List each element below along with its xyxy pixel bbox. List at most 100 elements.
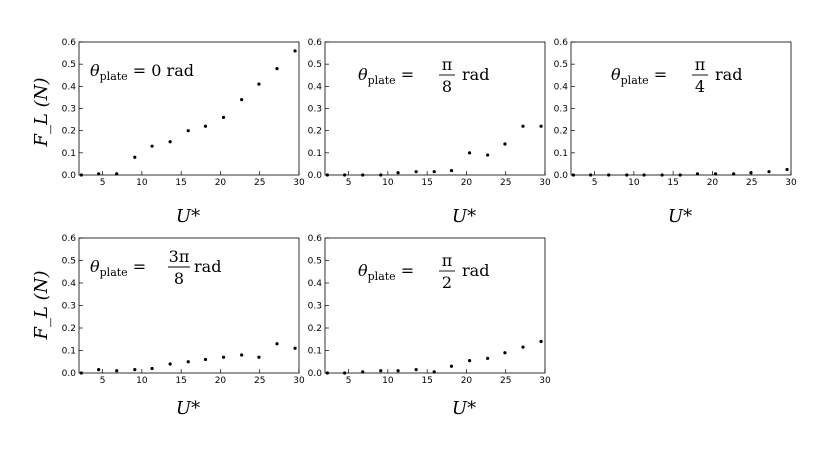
x-tick-label: 20: [461, 376, 473, 386]
x-tick-label: 25: [500, 376, 511, 386]
panel-4: 5 10 15 20 25 30 0.0 0.1 0.2 0.3 0.4 0.5 0.6 θplate …: [62, 234, 305, 386]
x-tick-label: 20: [215, 178, 227, 188]
y-tick-label: 0.5: [308, 60, 322, 70]
data-point: [361, 173, 365, 177]
svg-text:8: 8: [174, 269, 184, 288]
x-axis-label-4: U*: [176, 398, 200, 419]
panel-title: θplate = π 4 rad: [611, 55, 742, 96]
y-tick-label: 0.6: [62, 38, 77, 48]
panel-title: θplate = 3π 8 rad: [90, 247, 221, 288]
panel-1: 5 10 15 20 25 30 0.0 0.1 0.2 0.3 0.4 0.5 0.6 θplate …: [62, 38, 305, 188]
x-tick-label: 5: [346, 376, 352, 386]
x-tick-label: 10: [628, 178, 640, 188]
y-axis-label-bottom: F_L (N): [31, 271, 52, 341]
svg-text:θplate =: θplate =: [358, 261, 414, 283]
x-tick-label: 5: [592, 178, 598, 188]
data-point: [571, 173, 575, 177]
y-tick-label: 0.4: [62, 279, 77, 289]
data-point: [150, 366, 154, 371]
data-point: [115, 172, 119, 176]
data-point: [325, 173, 329, 177]
x-tick-label: 30: [293, 178, 305, 188]
svg-text:π: π: [442, 55, 453, 74]
y-tick-label: 0.6: [554, 38, 569, 48]
svg-text:8: 8: [442, 77, 452, 96]
y-tick-label: 0.1: [308, 347, 322, 357]
data-point: [625, 173, 629, 177]
y-tick-label: 0.6: [308, 38, 323, 48]
svg-text:3π: 3π: [169, 247, 190, 266]
panel-title: θplate = π 8 rad: [358, 55, 489, 96]
data-point: [221, 355, 226, 359]
data-point: [79, 173, 83, 177]
panel-2: 5 10 15 20 25 30 0.0 0.1 0.2 0.3 0.4 0.5 0.6 θplate …: [308, 38, 551, 188]
data-point: [343, 371, 347, 375]
svg-text:rad: rad: [462, 65, 489, 84]
data-point: [379, 369, 383, 373]
y-tick-label: 0.1: [308, 149, 322, 159]
y-tick-label: 0.3: [62, 105, 76, 115]
data-point: [785, 167, 789, 172]
data-point: [186, 360, 190, 364]
svg-text:π: π: [695, 55, 706, 74]
x-tick-label: 10: [382, 376, 394, 386]
data-point: [97, 172, 101, 176]
data-point: [293, 346, 297, 350]
y-tick-label: 0.0: [62, 369, 77, 379]
data-point: [168, 140, 172, 144]
svg-text:θplate = 0 rad: θplate = 0 rad: [90, 61, 194, 83]
data-point: [589, 173, 593, 177]
data-point: [379, 173, 383, 177]
data-point: [343, 173, 347, 177]
data-point: [414, 170, 418, 174]
x-tick-label: 5: [100, 376, 106, 386]
y-tick-label: 0.6: [62, 234, 77, 244]
data-point: [240, 98, 244, 102]
data-point: [396, 171, 400, 175]
x-tick-label: 30: [539, 178, 551, 188]
y-tick-label: 0.2: [62, 127, 76, 137]
svg-text:θplate =: θplate =: [358, 65, 414, 87]
y-tick-label: 0.0: [62, 171, 77, 181]
data-point: [240, 353, 244, 357]
x-tick-label: 20: [461, 178, 473, 188]
x-tick-label: 10: [136, 178, 148, 188]
y-tick-label: 0.4: [308, 279, 323, 289]
svg-text:rad: rad: [194, 257, 221, 276]
y-tick-label: 0.2: [554, 127, 568, 137]
y-tick-label: 0.6: [308, 234, 323, 244]
data-point: [203, 357, 208, 362]
x-tick-label: 15: [175, 178, 186, 188]
data-point: [150, 144, 154, 148]
data-point: [539, 124, 543, 128]
y-tick-label: 0.5: [308, 257, 322, 267]
data-point: [115, 369, 119, 373]
y-tick-label: 0.4: [554, 82, 569, 92]
data-point: [257, 82, 261, 86]
x-axis-label-2: U*: [452, 206, 476, 227]
data-point: [396, 369, 400, 373]
plot-frame: [324, 41, 546, 176]
data-point: [521, 345, 525, 349]
y-tick-label: 0.2: [62, 324, 76, 334]
x-tick-label: 25: [254, 178, 265, 188]
y-tick-label: 0.2: [308, 127, 322, 137]
data-point: [713, 172, 718, 176]
data-point: [133, 155, 137, 159]
y-tick-label: 0.3: [62, 302, 76, 312]
x-tick-label: 10: [136, 376, 148, 386]
data-point: [767, 170, 771, 174]
x-tick-label: 15: [421, 178, 432, 188]
x-axis-label-1: U*: [176, 206, 200, 227]
data-point: [79, 371, 83, 375]
data-point: [325, 371, 329, 375]
data-point: [467, 151, 472, 155]
y-tick-label: 0.1: [62, 347, 76, 357]
x-tick-label: 15: [175, 376, 186, 386]
y-tick-label: 0.5: [62, 60, 76, 70]
y-tick-label: 0.1: [554, 149, 568, 159]
data-point: [361, 370, 365, 374]
data-point: [186, 129, 190, 133]
data-point: [503, 351, 507, 355]
y-axis-label-top: F_L (N): [31, 78, 52, 148]
